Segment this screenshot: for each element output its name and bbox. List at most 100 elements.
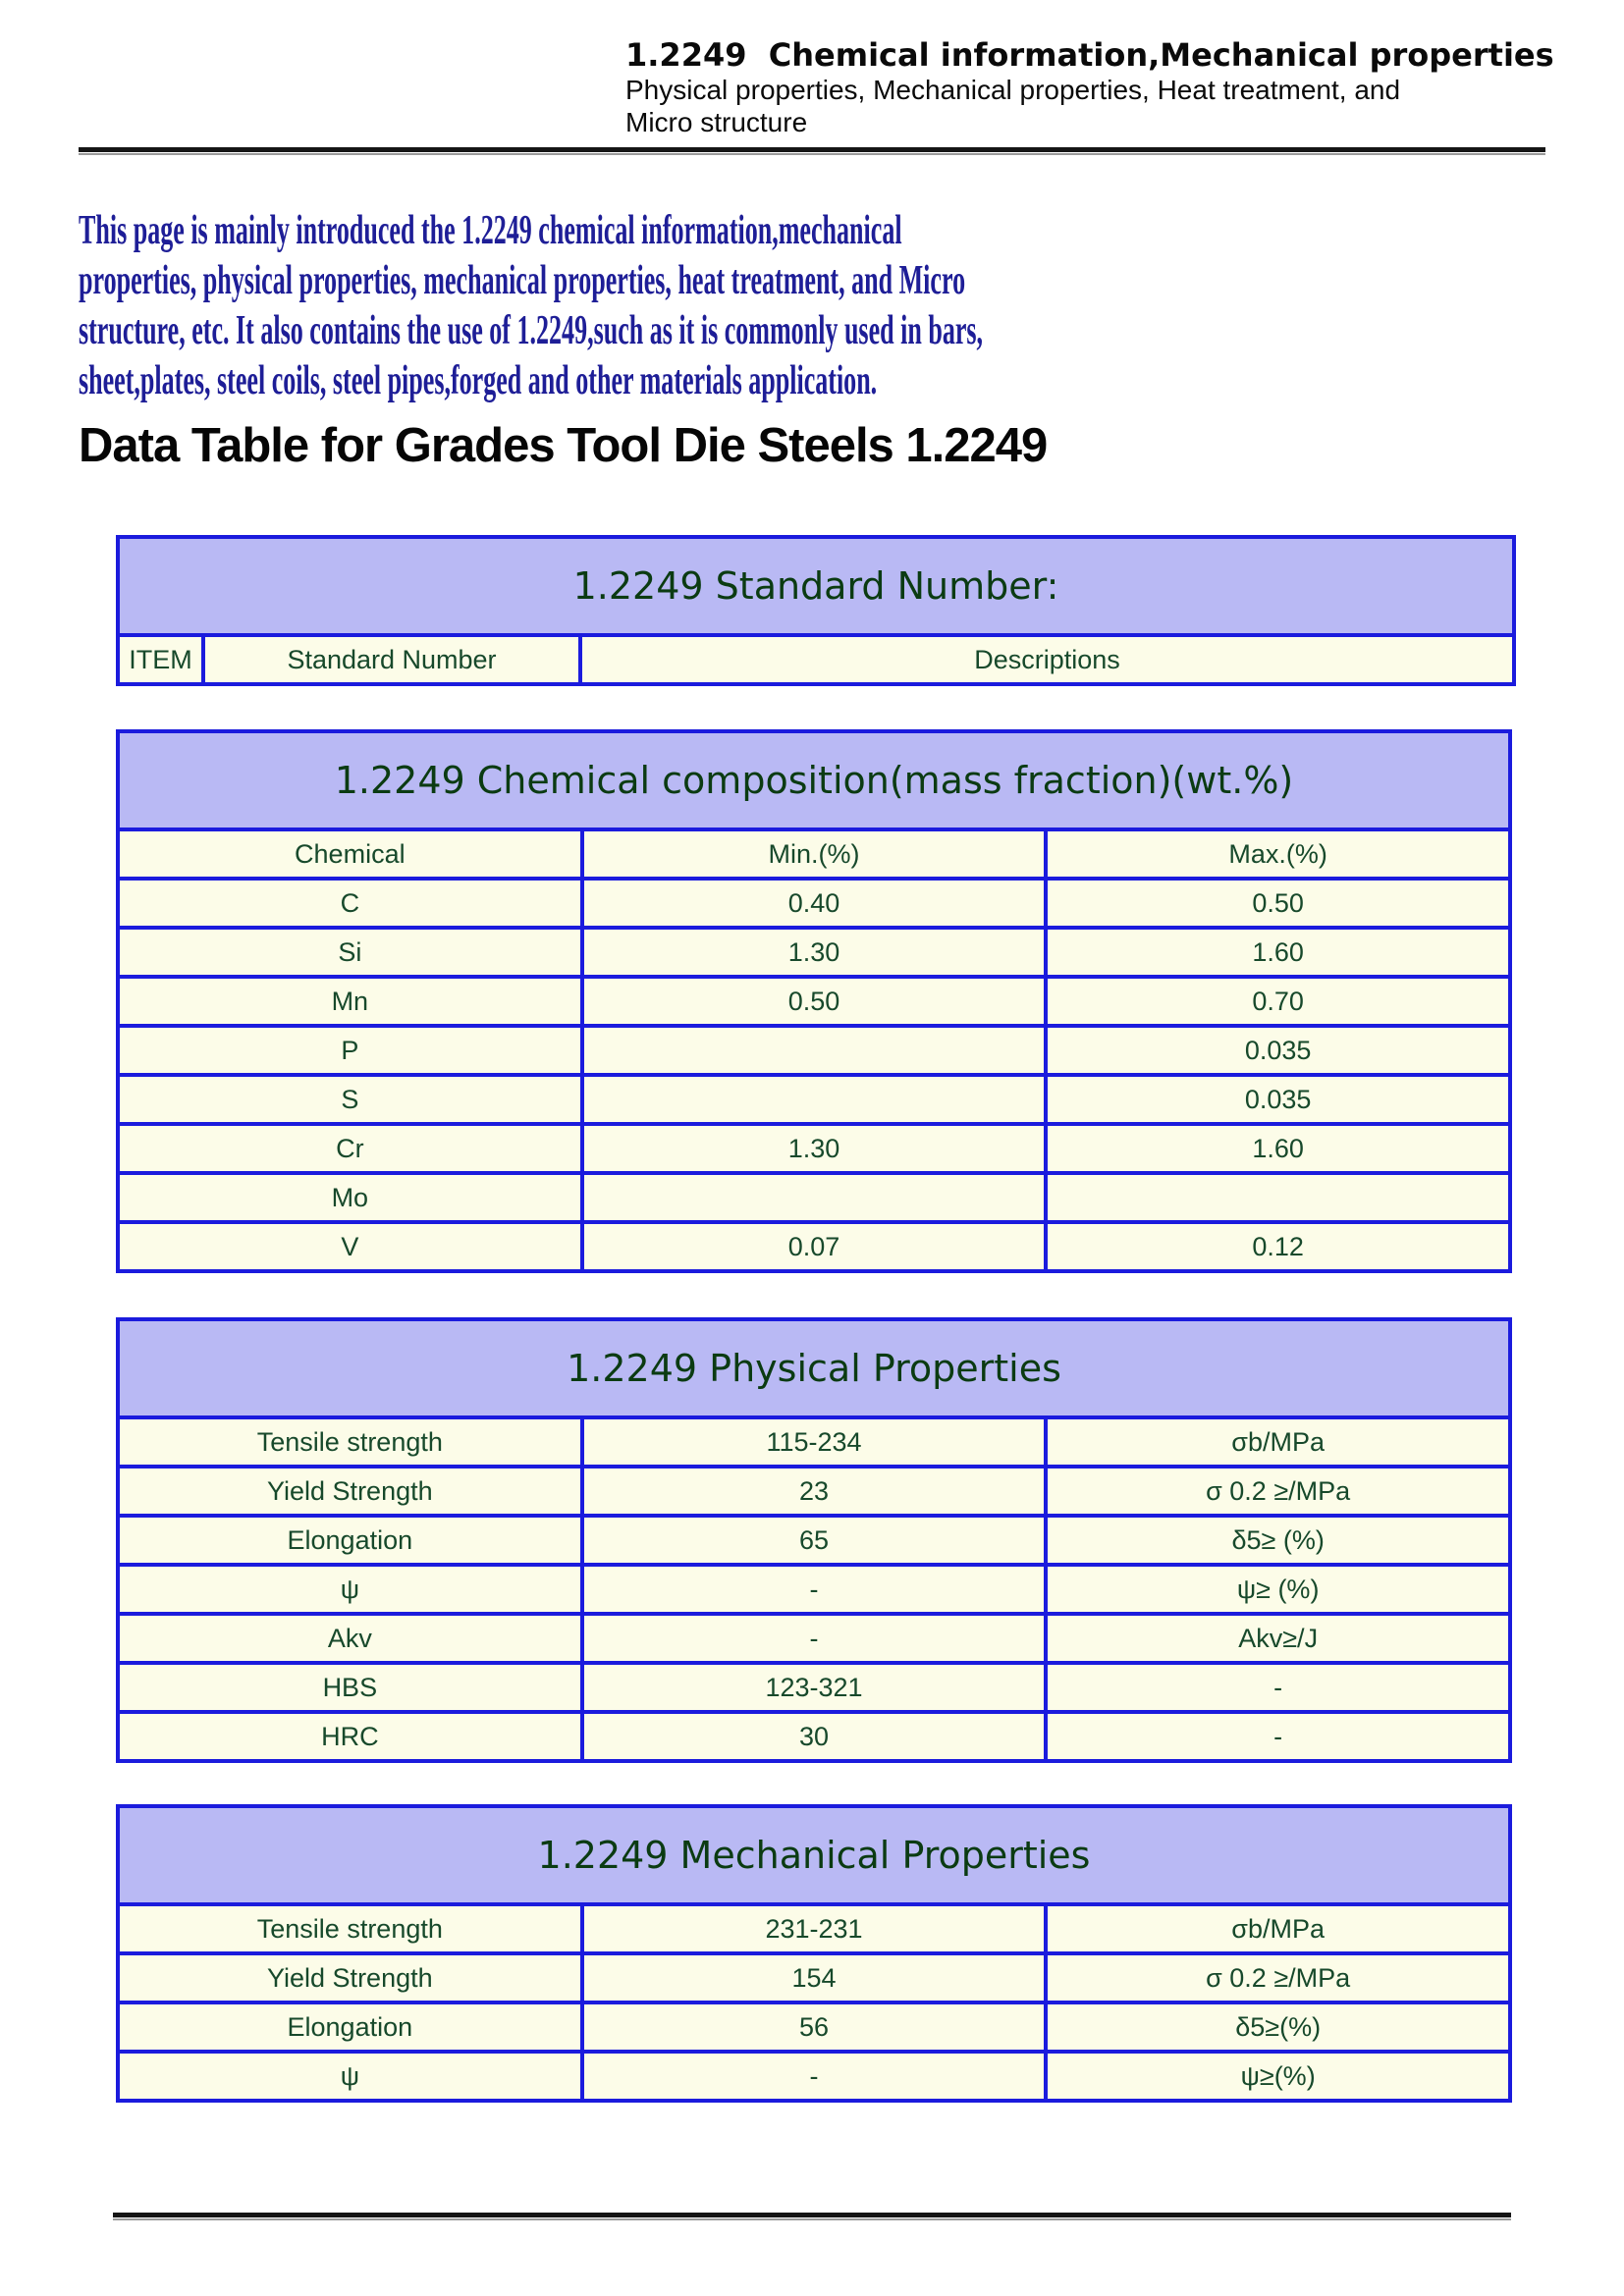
table-row: Elongation 56 δ5≥(%) — [116, 2001, 1512, 2054]
table-cell: - — [579, 1563, 1049, 1616]
table-cell: P — [116, 1024, 584, 1077]
table-row: ψ - ψ≥ (%) — [116, 1563, 1512, 1616]
table-cell: - — [1044, 1661, 1512, 1714]
table-row: Tensile strength 231-231 σb/MPa — [116, 1902, 1512, 1955]
table-row: Yield Strength 154 σ 0.2 ≥/MPa — [116, 1951, 1512, 2004]
table-cell: V — [116, 1220, 584, 1273]
table-cell: σ 0.2 ≥/MPa — [1044, 1465, 1512, 1518]
table-cell: Min.(%) — [579, 828, 1049, 881]
table-cell: Yield Strength — [116, 1465, 584, 1518]
mechanical-properties-table: 1.2249 Mechanical Properties Tensile str… — [116, 1804, 1512, 2103]
table-cell: Mn — [116, 975, 584, 1028]
table-cell: Descriptions — [577, 633, 1517, 686]
table-cell: - — [579, 2050, 1049, 2103]
table-cell: Elongation — [116, 1514, 584, 1567]
table-cell: 0.70 — [1044, 975, 1512, 1028]
table-cell: HBS — [116, 1661, 584, 1714]
table-row: Cr 1.30 1.60 — [116, 1122, 1512, 1175]
table-row: S 0.035 — [116, 1073, 1512, 1126]
table-row: Elongation 65 δ5≥ (%) — [116, 1514, 1512, 1567]
table-cell: δ5≥ (%) — [1044, 1514, 1512, 1567]
table-row: Akv - Akv≥/J — [116, 1612, 1512, 1665]
table-cell: 0.12 — [1044, 1220, 1512, 1273]
intro-line: properties, physical properties, mechani… — [79, 258, 966, 303]
table-cell — [1044, 1171, 1512, 1224]
table-row: Mn 0.50 0.70 — [116, 975, 1512, 1028]
table-cell: Si — [116, 926, 584, 979]
table-cell: σb/MPa — [1044, 1415, 1512, 1468]
table-row: Yield Strength 23 σ 0.2 ≥/MPa — [116, 1465, 1512, 1518]
table-cell: 0.035 — [1044, 1024, 1512, 1077]
table-cell: 0.50 — [579, 975, 1049, 1028]
table-cell: Tensile strength — [116, 1902, 584, 1955]
intro-line: sheet,plates, steel coils, steel pipes,f… — [79, 358, 878, 403]
table-cell: 30 — [579, 1710, 1049, 1763]
page-title: Data Table for Grades Tool Die Steels 1.… — [79, 419, 1048, 472]
standard-number-table: 1.2249 Standard Number: ITEM Standard Num… — [115, 535, 1517, 686]
table-cell: 115-234 — [579, 1415, 1049, 1468]
chemical-composition-table: 1.2249 Chemical composition(mass fractio… — [116, 729, 1512, 1273]
table-cell: Standard Number — [201, 633, 582, 686]
table-cell — [579, 1073, 1049, 1126]
table-title: 1.2249 Standard Number: — [115, 535, 1517, 637]
table-cell: 123-321 — [579, 1661, 1049, 1714]
table-cell: 56 — [579, 2001, 1049, 2054]
table-cell: σb/MPa — [1044, 1902, 1512, 1955]
table-cell: 154 — [579, 1951, 1049, 2004]
top-divider — [79, 147, 1545, 155]
table-cell: ITEM — [116, 633, 205, 686]
table-title: 1.2249 Physical Properties — [116, 1317, 1512, 1419]
intro-paragraph: This page is mainly introduced the 1.224… — [79, 206, 983, 406]
table-row: ITEM Standard Number Descriptions — [116, 633, 1517, 686]
table-cell — [579, 1171, 1049, 1224]
table-title-row: 1.2249 Mechanical Properties — [116, 1804, 1512, 1906]
table-cell: 65 — [579, 1514, 1049, 1567]
table-row: HBS 123-321- — [116, 1661, 1512, 1714]
table-row: V 0.07 0.12 — [116, 1220, 1512, 1273]
table-cell: 0.035 — [1044, 1073, 1512, 1126]
table-cell: 0.07 — [579, 1220, 1049, 1273]
table-title-row: 1.2249 Chemical composition(mass fractio… — [116, 729, 1512, 831]
table-row: Tensile strength 115-234 σb/MPa — [116, 1415, 1512, 1468]
table-cell: HRC — [116, 1710, 584, 1763]
table-row: C 0.40 0.50 — [116, 877, 1512, 930]
table-cell: Tensile strength — [116, 1415, 584, 1468]
table-cell: Cr — [116, 1122, 584, 1175]
table-row: Chemical Min.(%) Max.(%) — [116, 828, 1512, 881]
bottom-divider — [113, 2213, 1511, 2220]
table-cell: 0.40 — [579, 877, 1049, 930]
table-cell: ψ — [116, 2050, 584, 2103]
table-cell: Akv — [116, 1612, 584, 1665]
table-cell: Max.(%) — [1044, 828, 1512, 881]
table-cell: 1.60 — [1044, 1122, 1512, 1175]
table-row: Si 1.30 1.60 — [116, 926, 1512, 979]
table-cell: Elongation — [116, 2001, 584, 2054]
table-cell: σ 0.2 ≥/MPa — [1044, 1951, 1512, 2004]
table-row: ψ - ψ≥(%) — [116, 2050, 1512, 2103]
table-cell: Mo — [116, 1171, 584, 1224]
table-title-row: 1.2249 Physical Properties — [116, 1317, 1512, 1419]
physical-properties-table: 1.2249 Physical Properties Tensile stren… — [116, 1317, 1512, 1763]
table-cell — [579, 1024, 1049, 1077]
intro-line: structure, etc. It also contains the use… — [79, 308, 984, 353]
table-title: 1.2249 Mechanical Properties — [116, 1804, 1512, 1906]
table-cell: ψ≥(%) — [1044, 2050, 1512, 2103]
table-title: 1.2249 Chemical composition(mass fractio… — [116, 729, 1512, 831]
table-cell: ψ — [116, 1563, 584, 1616]
table-title-row: 1.2249 Standard Number: — [115, 535, 1517, 637]
table-cell: C — [116, 877, 584, 930]
masthead-subtitle-line1: Physical properties, Mechanical properti… — [625, 75, 1401, 105]
table-cell: δ5≥(%) — [1044, 2001, 1512, 2054]
masthead-subtitle-line2: Micro structure — [625, 107, 808, 137]
table-cell: 23 — [579, 1465, 1049, 1518]
table-cell: Yield Strength — [116, 1951, 584, 2004]
masthead: 1.2249 Chemical information,Mechanical p… — [625, 37, 1554, 138]
masthead-title: 1.2249 Chemical information,Mechanical p… — [625, 36, 1554, 74]
table-cell: S — [116, 1073, 584, 1126]
table-cell: Akv≥/J — [1044, 1612, 1512, 1665]
table-cell: 1.30 — [579, 1122, 1049, 1175]
table-cell: 0.50 — [1044, 877, 1512, 930]
table-cell: - — [1044, 1710, 1512, 1763]
table-cell: 1.60 — [1044, 926, 1512, 979]
